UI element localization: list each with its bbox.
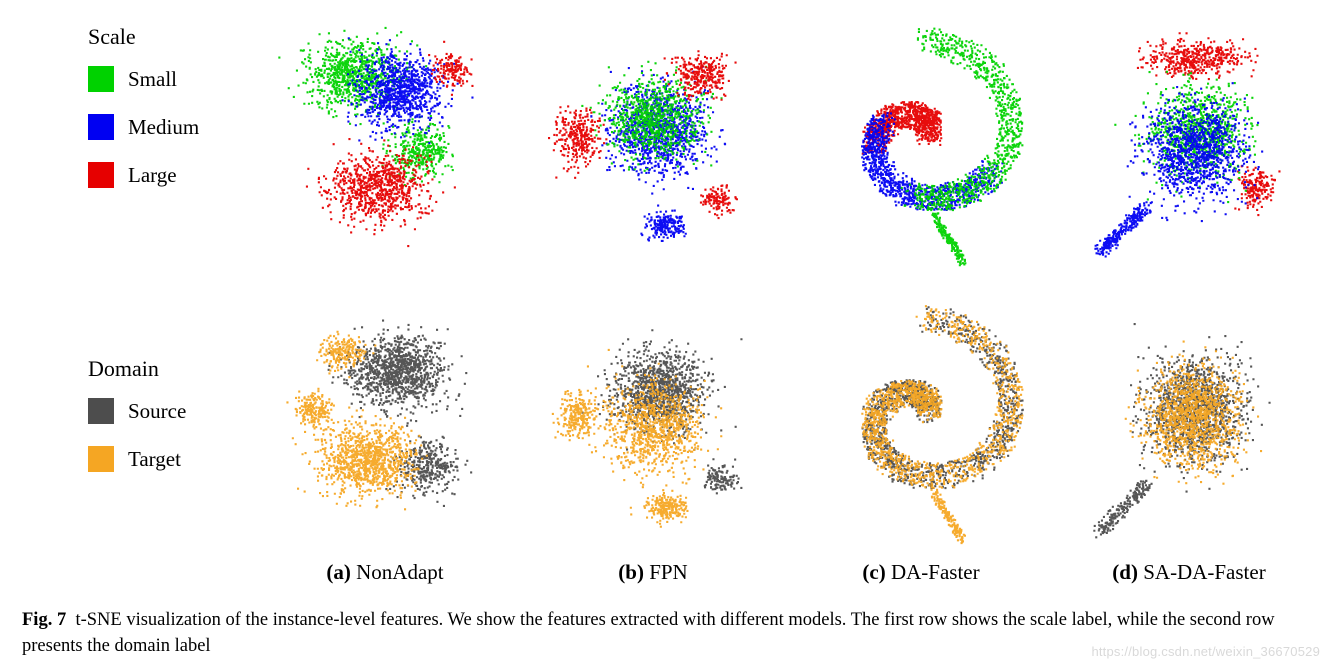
panel-domain-c bbox=[796, 292, 1046, 552]
legend-scale: Scale Small Medium Large bbox=[88, 26, 199, 210]
legend-item: Target bbox=[88, 446, 186, 472]
legend-label: Target bbox=[128, 449, 181, 470]
panel-scale-c bbox=[796, 14, 1046, 274]
panel-scale-a bbox=[260, 14, 510, 274]
legend-item: Large bbox=[88, 162, 199, 188]
legend-domain-items: Source Target bbox=[88, 398, 186, 472]
legend-swatch bbox=[88, 398, 114, 424]
panel-domain-a bbox=[260, 292, 510, 552]
legend-item: Medium bbox=[88, 114, 199, 140]
col-label-d: (d) SA-DA-Faster bbox=[1064, 560, 1314, 585]
figure-number: Fig. 7 bbox=[22, 610, 66, 630]
panel-scale-b bbox=[528, 14, 778, 274]
legend-swatch bbox=[88, 162, 114, 188]
col-label-c: (c) DA-Faster bbox=[796, 560, 1046, 585]
col-label-a: (a) NonAdapt bbox=[260, 560, 510, 585]
legend-label: Large bbox=[128, 165, 177, 186]
panel-domain-b bbox=[528, 292, 778, 552]
legend-swatch bbox=[88, 114, 114, 140]
col-label-b: (b) FPN bbox=[528, 560, 778, 585]
legend-label: Small bbox=[128, 69, 177, 90]
panel-scale-d bbox=[1064, 14, 1314, 274]
scatter-grid bbox=[260, 14, 1320, 552]
legend-scale-items: Small Medium Large bbox=[88, 66, 199, 188]
panel-domain-d bbox=[1064, 292, 1314, 552]
legend-scale-title: Scale bbox=[88, 26, 199, 48]
legend-item: Small bbox=[88, 66, 199, 92]
legend-swatch bbox=[88, 446, 114, 472]
figure-caption-text: t-SNE visualization of the instance-leve… bbox=[22, 610, 1275, 656]
legend-item: Source bbox=[88, 398, 186, 424]
legend-swatch bbox=[88, 66, 114, 92]
legend-domain-title: Domain bbox=[88, 358, 186, 380]
legend-label: Medium bbox=[128, 117, 199, 138]
watermark-text: https://blog.csdn.net/weixin_36670529 bbox=[1091, 644, 1320, 659]
legend-domain: Domain Source Target bbox=[88, 358, 186, 494]
column-labels: (a) NonAdapt (b) FPN (c) DA-Faster (d) S… bbox=[260, 560, 1320, 585]
legend-label: Source bbox=[128, 401, 186, 422]
figure-7: Scale Small Medium Large Domain Source Targ… bbox=[0, 0, 1336, 667]
